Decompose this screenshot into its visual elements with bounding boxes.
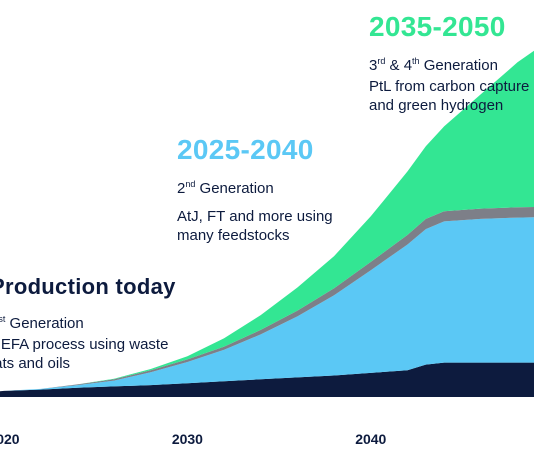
annotation-range: 2035-2050 xyxy=(369,12,529,42)
annotation-range: 2025-2040 xyxy=(177,135,333,165)
annotation-range-text: 2025-2040 xyxy=(177,134,314,165)
annotation-description: HEFA process using waste fats and oils xyxy=(0,336,169,372)
area-series-3 xyxy=(0,50,534,392)
gen-number: 2 xyxy=(177,180,186,197)
x-tick-label: 2030 xyxy=(172,431,203,447)
gen-suffix: rd xyxy=(377,56,386,66)
annotation-description: AtJ, FT and more using many feedstocks xyxy=(177,208,333,244)
gen-suffix: st xyxy=(0,314,6,324)
gen-label: Generation xyxy=(195,180,274,197)
x-axis-ticks: 2020203020402050 xyxy=(0,431,387,447)
annotation-generation: 3rd & 4th Generation xyxy=(369,52,529,75)
gen-label: Generation xyxy=(5,315,84,332)
gen-suffix: nd xyxy=(185,179,196,189)
area-series-1 xyxy=(0,217,534,392)
x-tick-label: 2040 xyxy=(355,431,386,447)
annotation-2035-2050: 2035-2050 3rd & 4th Generation PtL from … xyxy=(369,12,529,115)
gen-label-2: Generation xyxy=(419,57,498,74)
gen-suffix-2: th xyxy=(412,56,420,66)
annotation-2025-2040: 2025-2040 2nd Generation AtJ, FT and mor… xyxy=(177,135,333,245)
annotation-range-text: Production today xyxy=(0,274,176,299)
area-series-0 xyxy=(0,362,534,396)
annotation-generation: 2nd Generation xyxy=(177,175,333,198)
annotation-description: PtL from carbon capture and green hydrog… xyxy=(369,78,530,114)
annotation-generation: 1st Generation xyxy=(0,310,176,333)
annotation-range: Production today xyxy=(0,274,176,300)
gen-number: 3 xyxy=(369,57,378,74)
stacked-areas xyxy=(0,50,534,396)
annotation-range-text: 2035-2050 xyxy=(369,11,506,42)
annotation-production-today: Production today 1st Generation HEFA pro… xyxy=(0,274,176,373)
gen-label: & 4 xyxy=(385,57,413,74)
